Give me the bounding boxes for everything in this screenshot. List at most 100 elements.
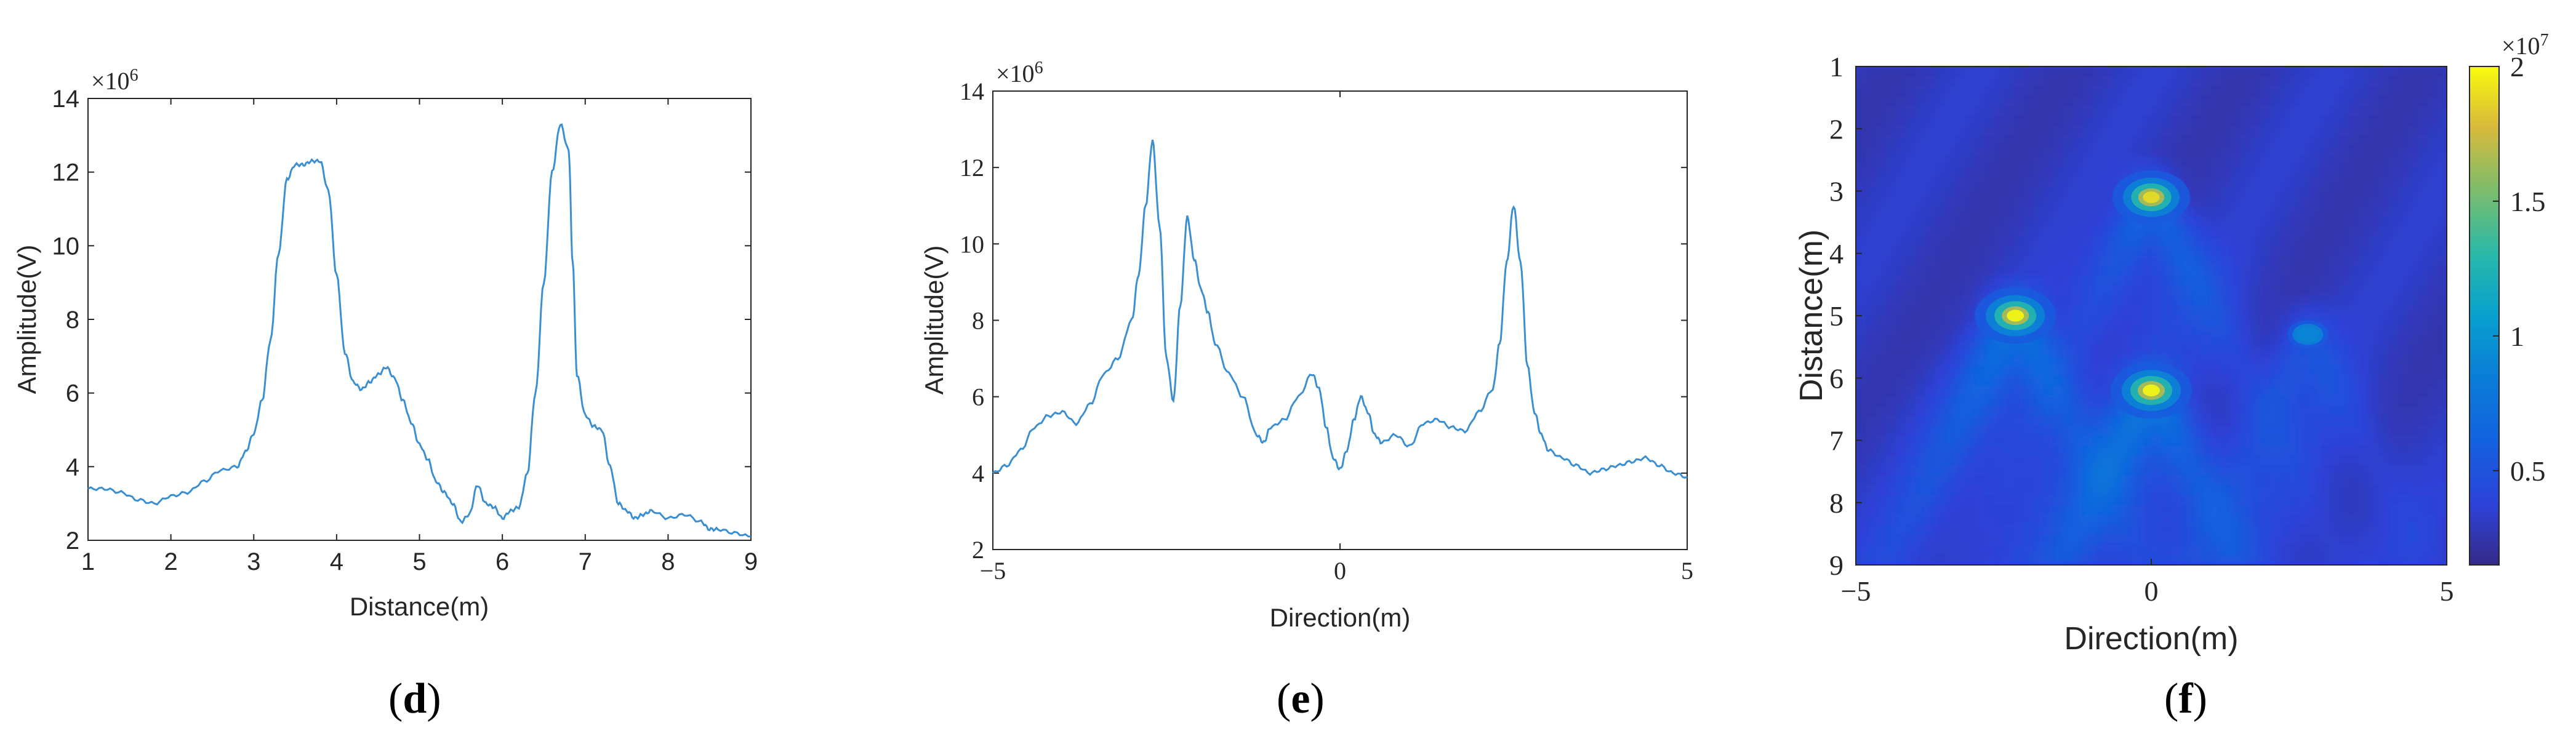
panel-f-heatmap-cell [2092, 106, 2103, 117]
panel-f-heatmap-cell [2417, 286, 2428, 297]
panel-d-xtick-label: 2 [164, 548, 178, 575]
panel-f-heatmap-cell [1876, 116, 1886, 127]
panel-f-heatmap-cell [2043, 554, 2053, 565]
panel-f-heatmap-cell [2191, 226, 2201, 237]
panel-f-heatmap-cell [1925, 405, 1935, 416]
panel-f-heatmap-cell [2013, 366, 2024, 377]
panel-f-heatmap-cell [2171, 166, 2181, 177]
panel-f-heatmap-cell [1885, 196, 1896, 207]
panel-f-heatmap-cell [2397, 106, 2408, 117]
panel-f-heatmap-cell [2378, 495, 2388, 506]
panel-f-heatmap-cell [2122, 266, 2132, 277]
panel-f-heatmap-cell [2210, 196, 2221, 207]
panel-f-heatmap-cell [2437, 196, 2447, 207]
panel-f-heatmap-cell [2407, 316, 2418, 327]
panel-f-heatmap-cell [2269, 505, 2280, 516]
panel-f-heatmap-cell [2181, 66, 2191, 78]
panel-f-heatmap-cell [2141, 286, 2152, 297]
panel-f-heatmap-cell [2348, 554, 2359, 565]
panel-f-heatmap-cell [2309, 554, 2319, 565]
panel-f-heatmap-cell [2289, 116, 2300, 127]
panel-f-heatmap-cell [2201, 485, 2211, 496]
panel-f-heatmap-cell [2191, 445, 2201, 456]
panel-f-heatmap-cell [2171, 266, 2181, 277]
panel-f-heatmap-cell [2082, 395, 2093, 406]
panel-f-heatmap-cell [2368, 236, 2378, 247]
panel-f-heatmap-cell [2319, 425, 2329, 436]
panel-f-heatmap-cell [1944, 206, 1955, 217]
panel-f-heatmap-cell [2329, 96, 2339, 107]
panel-f-heatmap-cell [1915, 206, 1925, 217]
panel-f-heatmap-cell [2112, 166, 2122, 177]
panel-f-heatmap-cell [2427, 326, 2438, 337]
panel-f-heatmap-cell [1866, 106, 1876, 117]
panel-f-heatmap-cell [2072, 535, 2083, 546]
panel-f-heatmap-cell [2092, 385, 2103, 396]
panel-f-heatmap-cell [2299, 146, 2309, 157]
panel-f-heatmap-cell [2053, 375, 2063, 386]
panel-f-heatmap-cell [1944, 395, 1955, 406]
panel-f-heatmap-cell [2230, 216, 2241, 227]
panel-f-heatmap-cell [2151, 255, 2162, 266]
panel-f-heatmap-cell [2358, 435, 2369, 446]
panel-f-heatmap-cell [2427, 146, 2438, 157]
panel-f-heatmap-cell [2309, 216, 2319, 227]
panel-f-heatmap-cell [2299, 405, 2309, 416]
panel-f-heatmap-cell [1974, 445, 1984, 456]
panel-f-heatmap-cell [2141, 505, 2152, 516]
panel-f-heatmap-cell [2141, 455, 2152, 466]
panel-f-heatmap-cell [2033, 485, 2044, 496]
panel-f-heatmap-cell [2417, 495, 2428, 506]
panel-f-heatmap-cell [2250, 266, 2260, 277]
panel-f-heatmap-cell [1984, 425, 1994, 436]
panel-f-heatmap-cell [2250, 226, 2260, 237]
panel-f-heatmap-cell [2358, 116, 2369, 127]
panel-f-heatmap-cell [2201, 554, 2211, 565]
panel-f-heatmap-cell [2319, 355, 2329, 366]
panel-f-heatmap-cell [2053, 535, 2063, 546]
panel-f-heatmap-cell [2407, 146, 2418, 157]
panel-f-heatmap-cell [2122, 425, 2132, 436]
panel-f-heatmap-cell [1925, 395, 1935, 406]
panel-f-heatmap-cell [2397, 405, 2408, 416]
panel-f-heatmap-cell [2013, 86, 2024, 97]
panel-f-heatmap-cell [2033, 156, 2044, 167]
panel-f-heatmap-cell [2082, 316, 2093, 327]
panel-f-heatmap-cell [1925, 375, 1935, 386]
panel-f-heatmap-cell [2191, 515, 2201, 526]
panel-f-heatmap-cell [2112, 276, 2122, 287]
panel-f-heatmap-cell [2161, 425, 2172, 436]
panel-f-heatmap-cell [2181, 305, 2191, 316]
panel-f-heatmap-cell [1856, 545, 1866, 556]
panel-f-heatmap-cell [2358, 455, 2369, 466]
panel-f-heatmap-cell [1856, 465, 1866, 476]
panel-f-heatmap-cell [2368, 525, 2378, 536]
panel-f-heatmap-cell [1964, 355, 1975, 366]
panel-f-heatmap-cell [2043, 126, 2053, 137]
panel-f-heatmap-cell [2122, 226, 2132, 237]
panel-f-heatmap-cell [2191, 86, 2201, 97]
panel-f-heatmap-cell [2072, 216, 2083, 227]
panel-f-heatmap-cell [1915, 156, 1925, 167]
panel-f-heatmap-cell [2338, 465, 2349, 476]
panel-f-heatmap-cell [2388, 465, 2398, 476]
panel-f-heatmap-cell [2309, 505, 2319, 516]
panel-f-heatmap-cell [2427, 375, 2438, 386]
panel-f-heatmap-cell [2269, 96, 2280, 107]
panel-d-xtick-label: 4 [330, 548, 343, 575]
panel-f-heatmap-cell [2348, 535, 2359, 546]
panel-f-heatmap-cell [2161, 475, 2172, 486]
panel-f-heatmap-cell [2023, 405, 2034, 416]
panel-f-heatmap-cell [2378, 216, 2388, 227]
panel-f-heatmap-cell [2102, 255, 2113, 266]
panel-f-heatmap-cell [1856, 366, 1866, 377]
panel-f-heatmap-cell [2358, 415, 2369, 426]
panel-f-heatmap-cell [2368, 106, 2378, 117]
panel-f-heatmap-cell [2210, 255, 2221, 266]
panel-f-heatmap-cell [1984, 495, 1994, 506]
panel-f-heatmap-cell [2388, 395, 2398, 406]
panel-f-heatmap-cell [1964, 385, 1975, 396]
panel-f-heatmap-cell [2338, 266, 2349, 277]
panel-f-heatmap-cell [2329, 295, 2339, 306]
panel-f-heatmap-cell [2240, 266, 2250, 277]
